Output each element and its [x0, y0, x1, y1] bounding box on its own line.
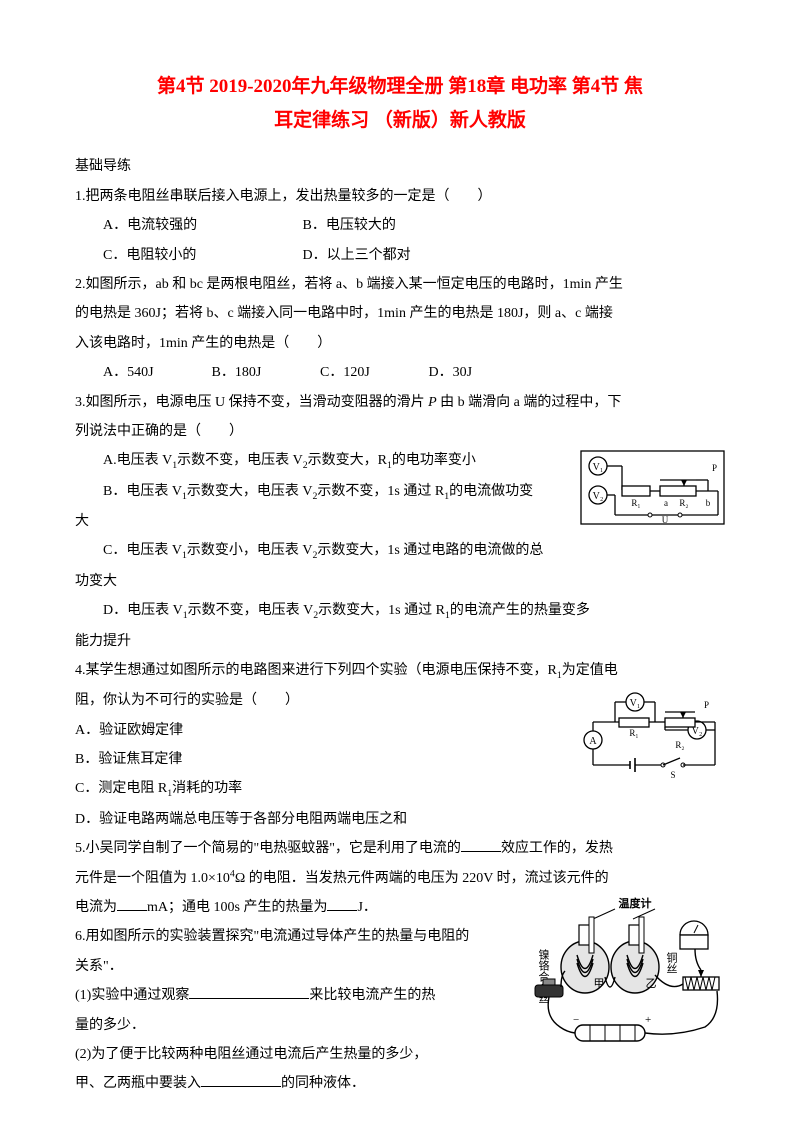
svg-text:S: S — [670, 770, 675, 780]
q1-options-row2: C．电阻较小的 D．以上三个都对 — [75, 241, 725, 270]
blank-heat — [327, 896, 357, 911]
q2-stem-1: 2.如图所示，ab 和 bc 是两根电阻丝，若将 a、b 端接入某一恒定电压的电… — [75, 270, 725, 299]
svg-text:b: b — [706, 498, 711, 508]
svg-text:A: A — [589, 736, 597, 747]
q4-stem-1: 4.某学生想通过如图所示的电路图来进行下列四个实验（电源电压保持不变，R1为定值… — [75, 656, 725, 686]
svg-text:R₁: R₁ — [629, 728, 638, 738]
q4-optD: D．验证电路两端总电压等于各部分电阻两端电压之和 — [75, 805, 725, 834]
svg-text:U: U — [662, 515, 669, 525]
q5-line1: 5.小吴同学自制了一个简易的"电热驱蚊器"，它是利用了电流的效应工作的，发热 — [75, 834, 725, 863]
svg-text:V₁: V₁ — [630, 698, 641, 709]
q3-stem-2: 列说法中正确的是（ ） — [75, 417, 725, 446]
q4-circuit-figure: V₁ V₂ A R₁ P R₂ S — [575, 690, 725, 780]
q2-optA: A．540J — [103, 358, 208, 387]
svg-text:a: a — [664, 498, 668, 508]
q6-apparatus-figure: 温度计 甲 镍铬合金丝 乙 铜丝 − + — [505, 897, 725, 1057]
q1-optC: C．电阻较小的 — [103, 241, 299, 270]
svg-text:−: − — [573, 1014, 579, 1026]
blank-current — [117, 896, 147, 911]
q1-optD: D．以上三个都对 — [303, 241, 499, 270]
q1-optB: B．电压较大的 — [303, 211, 499, 240]
q1-options-row1: A．电流较强的 B．电压较大的 — [75, 211, 725, 240]
svg-text:V₂: V₂ — [593, 491, 604, 502]
section-basic: 基础导练 — [75, 152, 725, 181]
svg-text:R₁: R₁ — [631, 498, 640, 508]
svg-text:V₂: V₂ — [692, 726, 703, 737]
q2-stem-3: 入该电路时，1min 产生的电热是（ ） — [75, 329, 725, 358]
svg-text:V₁: V₁ — [593, 462, 604, 473]
q1-stem: 1.把两条电阻丝串联后接入电源上，发出热量较多的一定是（ ） — [75, 182, 725, 211]
q5-line2: 元件是一个阻值为 1.0×104Ω 的电阻．当发热元件两端的电压为 220V 时… — [75, 864, 725, 893]
q1-optA: A．电流较强的 — [103, 211, 299, 240]
q3-optD: D．电压表 V1示数不变，电压表 V2示数变大，1s 通过 R1的电流产生的热量… — [75, 596, 725, 626]
q2-stem-2: 的电热是 360J；若将 b、c 端接入同一电路中时，1min 产生的电热是 1… — [75, 299, 725, 328]
q3-circuit-figure: V₁ V₂ R₁ P a R₂ b U — [580, 450, 725, 525]
svg-text:甲: 甲 — [594, 978, 605, 990]
blank-effect — [461, 837, 501, 852]
svg-text:乙: 乙 — [646, 977, 657, 990]
q2-optD: D．30J — [429, 358, 534, 387]
svg-text:温度计: 温度计 — [619, 897, 652, 910]
svg-text:R₂: R₂ — [675, 740, 684, 750]
q3-optC: C．电压表 V1示数变小，电压表 V2示数变大，1s 通过电路的电流做的总 — [75, 536, 725, 566]
q3-stem-1: 3.如图所示，电源电压 U 保持不变，当滑动变阻器的滑片 P 由 b 端滑向 a… — [75, 388, 725, 417]
q2-optB: B．180J — [212, 358, 317, 387]
q2-optC: C．120J — [320, 358, 425, 387]
title-line-1: 第4节 2019-2020年九年级物理全册 第18章 电功率 第4节 焦 — [75, 70, 725, 104]
svg-text:P: P — [704, 700, 709, 710]
svg-text:P: P — [712, 463, 717, 473]
q6-sub2b: 甲、乙两瓶中要装入的同种液体． — [75, 1069, 725, 1098]
svg-text:+: + — [645, 1014, 651, 1026]
svg-text:R₂: R₂ — [679, 498, 688, 508]
q3-optC-cont: 功变大 — [75, 567, 725, 596]
svg-text:铜丝: 铜丝 — [665, 951, 678, 974]
section-ability: 能力提升 — [75, 627, 725, 656]
blank-liquid — [201, 1072, 281, 1087]
q2-options: A．540J B．180J C．120J D．30J — [75, 358, 725, 387]
title-line-2: 耳定律练习 （新版）新人教版 — [75, 104, 725, 138]
blank-observe — [189, 984, 309, 999]
